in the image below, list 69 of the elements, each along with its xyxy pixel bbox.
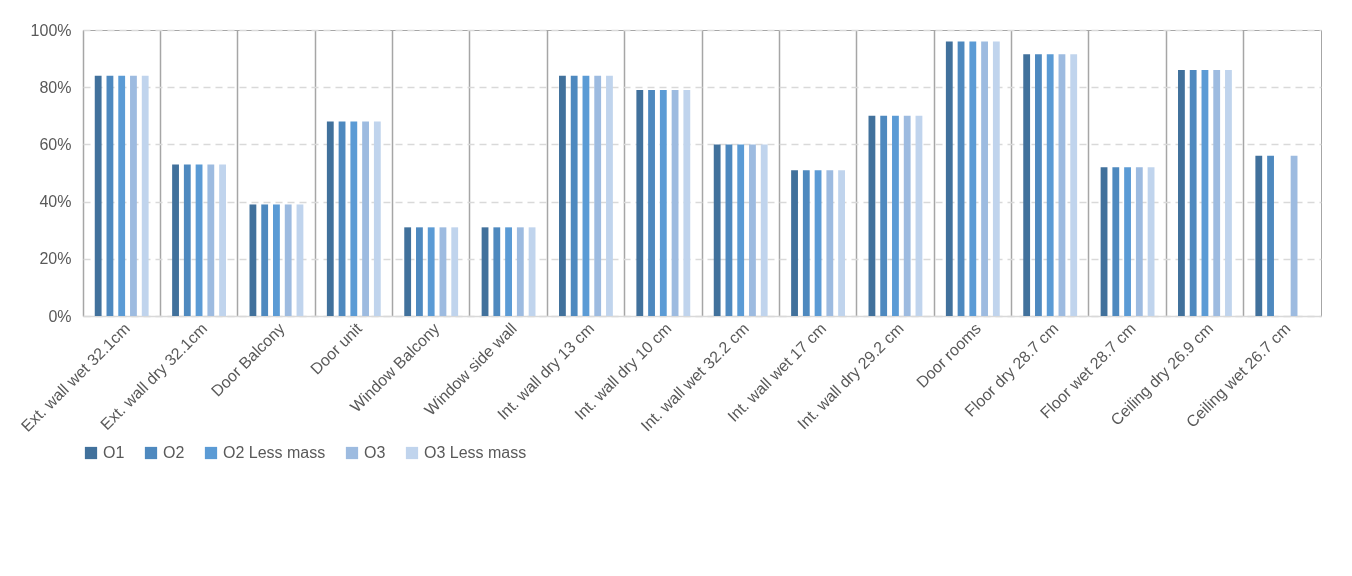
bar: [648, 90, 655, 316]
bar: [880, 115, 888, 316]
bar: [1255, 155, 1263, 316]
bar: [760, 144, 768, 316]
bar: [903, 115, 911, 316]
bar: [636, 90, 644, 316]
bar: [749, 144, 756, 316]
bar: [516, 227, 524, 316]
bar: [416, 227, 423, 316]
bar: [404, 227, 412, 316]
bar: [969, 41, 977, 316]
bar: [1124, 167, 1131, 316]
bar: [172, 164, 179, 316]
bar: [373, 121, 381, 316]
bar: [945, 41, 953, 316]
bar: [273, 204, 280, 316]
bar: [570, 75, 578, 316]
bar: [606, 75, 613, 316]
bar: [350, 121, 358, 316]
bar: [1023, 54, 1031, 316]
bar: [838, 170, 845, 316]
bar: [1046, 54, 1054, 316]
legend-label: O1: [103, 444, 125, 461]
bar: [1213, 70, 1221, 316]
legend-label: O2: [163, 444, 185, 461]
bar: [559, 75, 566, 316]
y-tick-label: 40%: [39, 193, 72, 211]
bar: [1267, 155, 1274, 316]
bar: [1035, 54, 1042, 316]
bar: [713, 144, 721, 316]
bar: [130, 75, 137, 316]
bar: [1135, 167, 1143, 316]
bar: [451, 227, 459, 316]
bar: [1178, 70, 1185, 316]
bar: [594, 75, 602, 316]
bar: [493, 227, 501, 316]
bar: [261, 204, 269, 316]
bar: [362, 121, 369, 316]
bar: [1225, 70, 1232, 316]
legend-label: O2 Less mass: [223, 444, 326, 461]
bar: [1070, 54, 1078, 316]
bar: [981, 41, 988, 316]
legend-label: O3 Less mass: [424, 444, 527, 461]
bar: [826, 170, 834, 316]
bar: [141, 75, 149, 316]
bar: [284, 204, 292, 316]
bar: [118, 75, 126, 316]
bar: [207, 164, 215, 316]
y-tick-label: 60%: [39, 135, 72, 153]
bar: [992, 41, 1000, 316]
y-tick-label: 100%: [30, 21, 72, 39]
bar: [892, 115, 899, 316]
y-tick-label: 0%: [48, 307, 72, 325]
bar: [183, 164, 191, 316]
bar: [737, 144, 745, 316]
bar: [219, 164, 226, 316]
bar: [1112, 167, 1120, 316]
bar: [427, 227, 435, 316]
bar: [326, 121, 334, 316]
bar: [1189, 70, 1197, 316]
bar: [683, 90, 691, 316]
y-tick-label: 20%: [39, 250, 72, 268]
bar: [659, 90, 667, 316]
bar: [94, 75, 102, 316]
bar: [802, 170, 810, 316]
y-tick-label: 80%: [39, 78, 72, 96]
bar: [505, 227, 512, 316]
bar: [791, 170, 798, 316]
legend-label: O3: [364, 444, 386, 461]
